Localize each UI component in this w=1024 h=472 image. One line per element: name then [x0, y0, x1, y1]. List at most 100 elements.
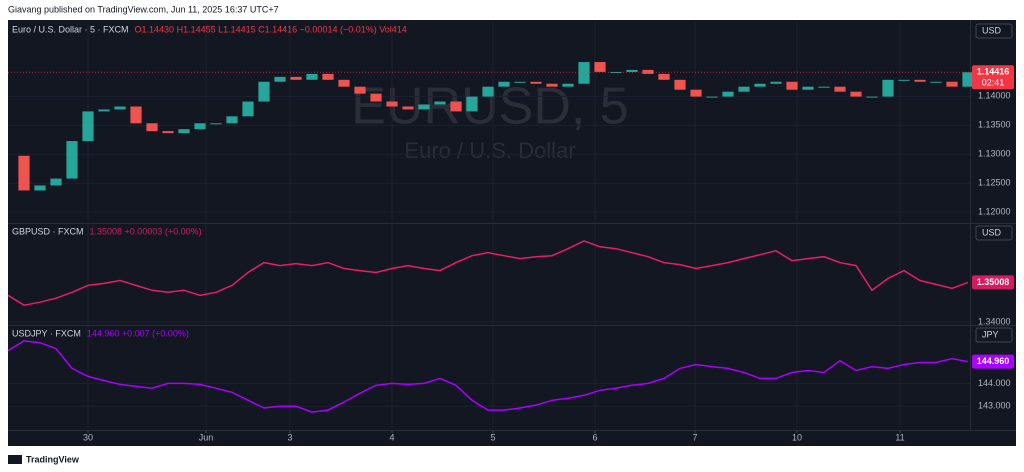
candle [482, 86, 494, 97]
legend-symbol: USDJPY · FXCM [12, 328, 81, 338]
candle [226, 116, 238, 124]
legend-values: 1.35008 +0.00003 (+0.00%) [90, 226, 202, 236]
currency-label: USD [982, 25, 1002, 35]
candle [738, 86, 750, 92]
x-tick-label: 4 [389, 432, 394, 442]
candle [562, 83, 574, 87]
candle [674, 79, 686, 90]
x-tick-label: 30 [83, 432, 93, 442]
candle [818, 86, 830, 88]
candle [306, 73, 318, 80]
y-tick-label: 1.12000 [978, 207, 1011, 217]
candle [834, 86, 846, 92]
y-tick-label: 1.14000 [978, 91, 1011, 101]
currency-box [975, 327, 1013, 343]
y-tick-label: 1.13000 [978, 149, 1011, 159]
last-price-label: 144.960 [977, 356, 1010, 366]
candle [626, 69, 638, 72]
y-tick-label: 1.34000 [978, 316, 1011, 326]
candle [690, 89, 702, 97]
candle [418, 104, 430, 110]
candle [610, 71, 622, 73]
logo-mark [8, 455, 22, 464]
x-tick-label: 5 [490, 432, 495, 442]
candle [146, 123, 158, 132]
x-tick-label: 11 [895, 432, 904, 442]
header: Giavang published on TradingView.com, Ju… [8, 4, 279, 14]
x-tick-label: 7 [692, 432, 697, 442]
watermark-sub: Euro / U.S. Dollar [404, 138, 575, 163]
currency-label: USD [982, 227, 1002, 237]
x-tick-label: 3 [287, 432, 292, 442]
candle [50, 178, 62, 186]
candle [914, 79, 926, 82]
candle [866, 96, 878, 98]
currency-box [975, 23, 1013, 39]
candle [578, 62, 590, 84]
legend-values: O1.14430 H1.14455 L1.14415 C1.14416 −0.0… [135, 24, 407, 34]
candle [466, 96, 478, 112]
candle [98, 109, 110, 112]
candle [322, 73, 334, 80]
price-line [7, 240, 969, 306]
candle [18, 155, 30, 191]
candle [194, 123, 206, 130]
candle [882, 79, 894, 97]
legend-values: 144.960 +0.007 (+0.00%) [87, 328, 189, 338]
candle [162, 131, 174, 134]
last-price-label: 1.35008 [977, 277, 1010, 287]
candle [706, 96, 718, 98]
candle [514, 81, 526, 83]
candle [930, 81, 942, 83]
candle [290, 76, 302, 80]
y-tick-label: 143.000 [978, 401, 1011, 411]
candle [530, 81, 542, 84]
candle [722, 91, 734, 97]
countdown: 02:41 [982, 78, 1005, 88]
candle [370, 93, 382, 102]
candle [770, 81, 782, 84]
candle [434, 101, 446, 105]
candle [754, 83, 766, 87]
y-tick-label: 1.13500 [978, 120, 1011, 130]
candle [178, 129, 190, 134]
last-price-box [972, 354, 1014, 369]
chart-bg [8, 20, 1016, 446]
candle [498, 81, 510, 87]
x-tick-label: Jun [199, 432, 214, 442]
footer: TradingView [26, 454, 80, 464]
candle [242, 101, 254, 117]
candle [354, 86, 366, 94]
x-tick-label: 10 [792, 432, 802, 442]
candle [338, 79, 350, 87]
y-tick-label: 1.12500 [978, 178, 1011, 188]
currency-label: JPY [982, 329, 999, 339]
candle [402, 106, 414, 110]
footer-logo: TradingView [8, 454, 80, 464]
last-price-label: 1.14416 [977, 67, 1010, 77]
candle [594, 62, 606, 72]
price-line [7, 340, 969, 413]
x-tick-label: 6 [592, 432, 597, 442]
candle [34, 185, 46, 191]
candle [274, 76, 286, 82]
candle [258, 81, 270, 102]
legend-symbol: GBPUSD · FXCM [12, 226, 84, 236]
candle [82, 111, 94, 142]
candle [450, 101, 462, 112]
last-price-box [972, 65, 1014, 90]
candle [114, 106, 126, 110]
watermark: EURUSD, 5 [351, 78, 628, 136]
candle [850, 91, 862, 97]
currency-box [975, 225, 1013, 241]
candle [66, 141, 78, 179]
candle [130, 106, 142, 124]
candle [386, 101, 398, 107]
candle [962, 72, 974, 87]
y-tick-label: 144.000 [978, 378, 1011, 388]
candle [546, 83, 558, 87]
candle [946, 81, 958, 87]
legend-symbol: Euro / U.S. Dollar · 5 · FXCM [12, 24, 129, 34]
